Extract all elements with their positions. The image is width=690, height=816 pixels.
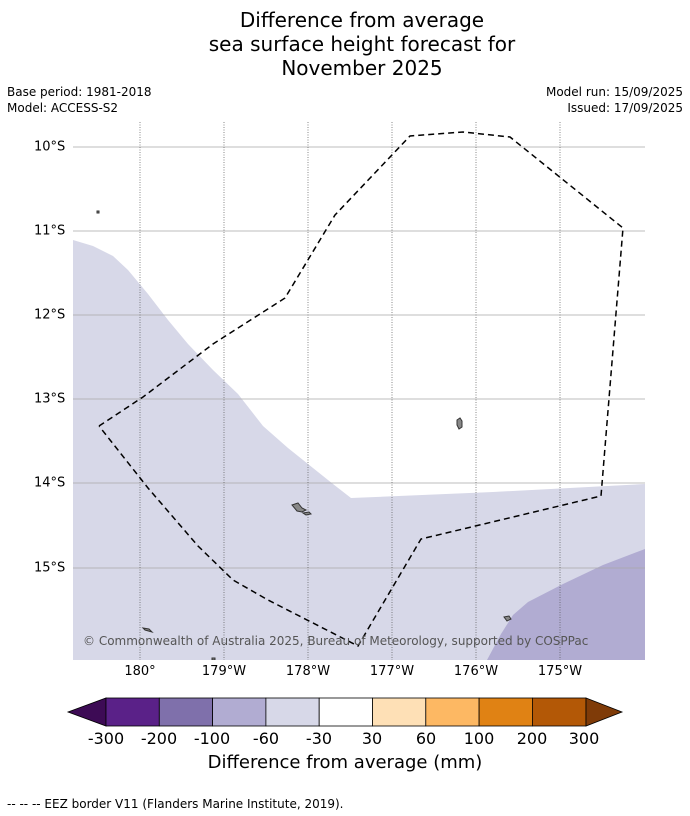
colorbar-swatch-2 (212, 697, 267, 727)
colorbar-swatch-6 (425, 697, 480, 727)
colorbar-swatch-3 (265, 697, 320, 727)
colorbar-tick-8: 200 (516, 729, 548, 748)
colorbar-tick-9: 300 (568, 729, 600, 748)
island-swains (456, 417, 463, 430)
lat-label-10s: 10°S (34, 139, 66, 155)
model-run: Model run: 15/09/2025 (545, 85, 683, 99)
island-speck-north (96, 210, 100, 214)
colorbar (66, 697, 624, 727)
title-line-1: Difference from average (239, 8, 485, 32)
meta-right: Model run: 15/09/2025 Issued: 17/09/2025 (546, 84, 683, 116)
colorbar-tick-6: 60 (415, 729, 437, 748)
island-savaii (291, 502, 308, 513)
colorbar-over-arrow (585, 697, 624, 727)
eez-border (98, 131, 624, 647)
island-upolu (301, 511, 313, 516)
anomaly-band-light (73, 240, 645, 660)
lon-label-175w: 175°W (537, 664, 583, 679)
lon-label-178w: 178°W (285, 664, 331, 679)
island-tutuila (503, 615, 512, 622)
lon-label-179w: 179°W (201, 664, 247, 679)
lon-label-177w: 177°W (369, 664, 415, 679)
anomaly-band-mid (487, 549, 645, 660)
lat-label-15s: 15°S (34, 560, 66, 576)
lon-label-180: 180° (124, 664, 156, 679)
colorbar-tick-0: -300 (87, 729, 125, 748)
lat-gridlines (73, 146, 645, 569)
issued-date: Issued: 17/09/2025 (567, 101, 683, 115)
copyright-notice: © Commonwealth of Australia 2025, Bureau… (83, 634, 588, 648)
island-speck-south (211, 657, 216, 660)
colorbar-tick-7: 100 (463, 729, 495, 748)
colorbar-tick-2: -100 (193, 729, 231, 748)
colorbar-swatch-5 (372, 697, 427, 727)
model-name: Model: ACCESS-S2 (7, 101, 119, 115)
lat-label-13s: 13°S (34, 391, 66, 407)
title-line-2: sea surface height forecast for (208, 32, 516, 56)
lat-label-14s: 14°S (34, 475, 66, 491)
lon-label-176w: 176°W (453, 664, 499, 679)
island-speck-west (141, 627, 154, 634)
colorbar-swatch-7 (478, 697, 533, 727)
colorbar-tick-4: -30 (305, 729, 333, 748)
colorbar-under-arrow (66, 697, 107, 727)
colorbar-swatch-1 (158, 697, 214, 727)
colorbar-tick-3: -60 (252, 729, 280, 748)
lon-gridlines (139, 122, 561, 660)
colorbar-swatch-8 (531, 697, 587, 727)
colorbar-tick-1: -200 (140, 729, 178, 748)
meta-left: Base period: 1981-2018 Model: ACCESS-S2 (7, 84, 152, 116)
lat-label-11s: 11°S (34, 223, 66, 239)
colorbar-tick-5: 30 (361, 729, 383, 748)
title-line-3: November 2025 (281, 56, 443, 80)
base-period: Base period: 1981-2018 (7, 85, 152, 99)
chart-title: Difference from average sea surface heig… (0, 8, 690, 80)
colorbar-label: Difference from average (mm) (207, 752, 483, 773)
islands (96, 210, 512, 660)
lat-label-12s: 12°S (34, 307, 66, 323)
colorbar-swatch-4 (318, 697, 373, 727)
colorbar-swatch-0 (105, 697, 160, 727)
map-panel: © Commonwealth of Australia 2025, Bureau… (73, 122, 645, 660)
eez-footnote: -- -- -- EEZ border V11 (Flanders Marine… (7, 797, 344, 811)
